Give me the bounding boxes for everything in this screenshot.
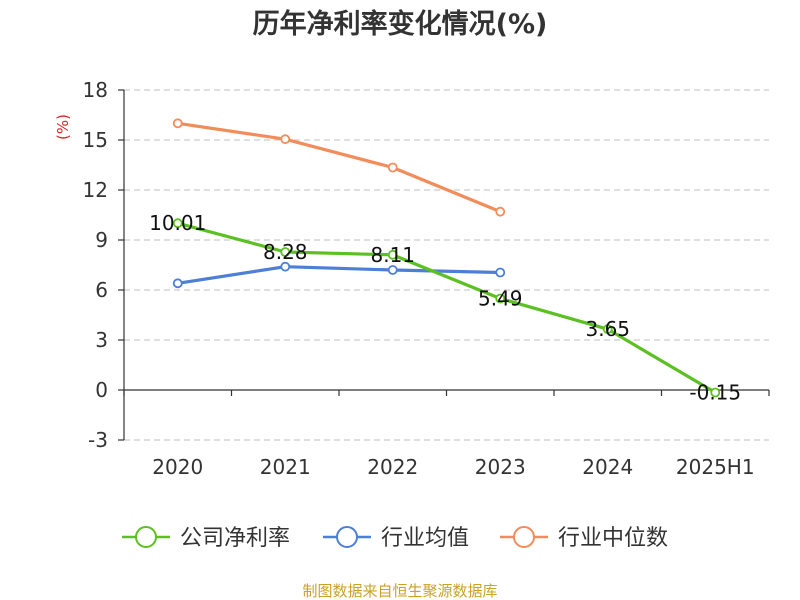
data-point <box>495 267 506 278</box>
x-tick-label: 2024 <box>582 455 633 479</box>
data-label: 5.49 <box>478 287 523 311</box>
series-line <box>177 121 501 214</box>
data-point <box>387 162 398 173</box>
axes: -3 0 3 6 9 12 15 18 2020 2021 2022 2023 2024 2025H1 <box>83 78 770 479</box>
x-tick-label: 2025H1 <box>676 455 755 479</box>
series-lines <box>172 118 721 398</box>
y-tick-label: 0 <box>95 378 108 402</box>
y-axis-label: (%) <box>54 114 72 140</box>
series-line <box>177 265 501 285</box>
data-point <box>172 118 183 129</box>
data-label: 8.11 <box>370 243 415 267</box>
x-tick-label: 2022 <box>367 455 418 479</box>
data-point <box>602 324 613 335</box>
y-tick-label: 6 <box>95 278 108 302</box>
data-point <box>387 249 398 260</box>
data-point <box>172 218 183 229</box>
data-point <box>387 265 398 275</box>
series-line <box>177 221 717 394</box>
grid-lines <box>124 89 769 441</box>
data-labels: 10.01 8.28 8.11 5.49 3.65 -0.15 <box>149 211 741 404</box>
y-tick-label: 15 <box>83 128 108 152</box>
x-tick-label: 2021 <box>260 455 311 479</box>
legend-swatch-marker <box>513 526 535 548</box>
legend-label: 行业中位数 <box>558 526 668 551</box>
data-point <box>495 293 506 304</box>
legend-swatch-marker <box>336 526 358 548</box>
y-tick-label: 3 <box>95 328 108 352</box>
data-label: 10.01 <box>149 211 206 235</box>
y-tick-label: 12 <box>83 178 108 202</box>
data-label: 8.28 <box>263 240 308 264</box>
data-point <box>280 134 291 145</box>
y-tick-label: 18 <box>83 78 108 102</box>
legend-swatch-marker <box>135 526 157 548</box>
data-label: -0.15 <box>689 381 741 405</box>
legend: 公司净利率 行业均值 行业中位数 <box>122 526 668 551</box>
x-tick-label: 2020 <box>152 455 203 479</box>
legend-label: 公司净利率 <box>180 526 290 551</box>
source-note: 制图数据来自恒生聚源数据库 <box>302 582 497 600</box>
data-point <box>710 387 721 398</box>
data-point <box>495 206 506 217</box>
y-tick-label: 9 <box>95 228 108 252</box>
y-tick-label: -3 <box>88 428 108 452</box>
data-label: 3.65 <box>585 317 630 341</box>
data-point <box>172 278 183 289</box>
data-point <box>280 247 291 257</box>
chart-title: 历年净利率变化情况(%) <box>253 8 548 40</box>
data-point <box>280 261 291 272</box>
x-tick-label: 2023 <box>475 455 526 479</box>
legend-label: 行业均值 <box>381 526 469 551</box>
